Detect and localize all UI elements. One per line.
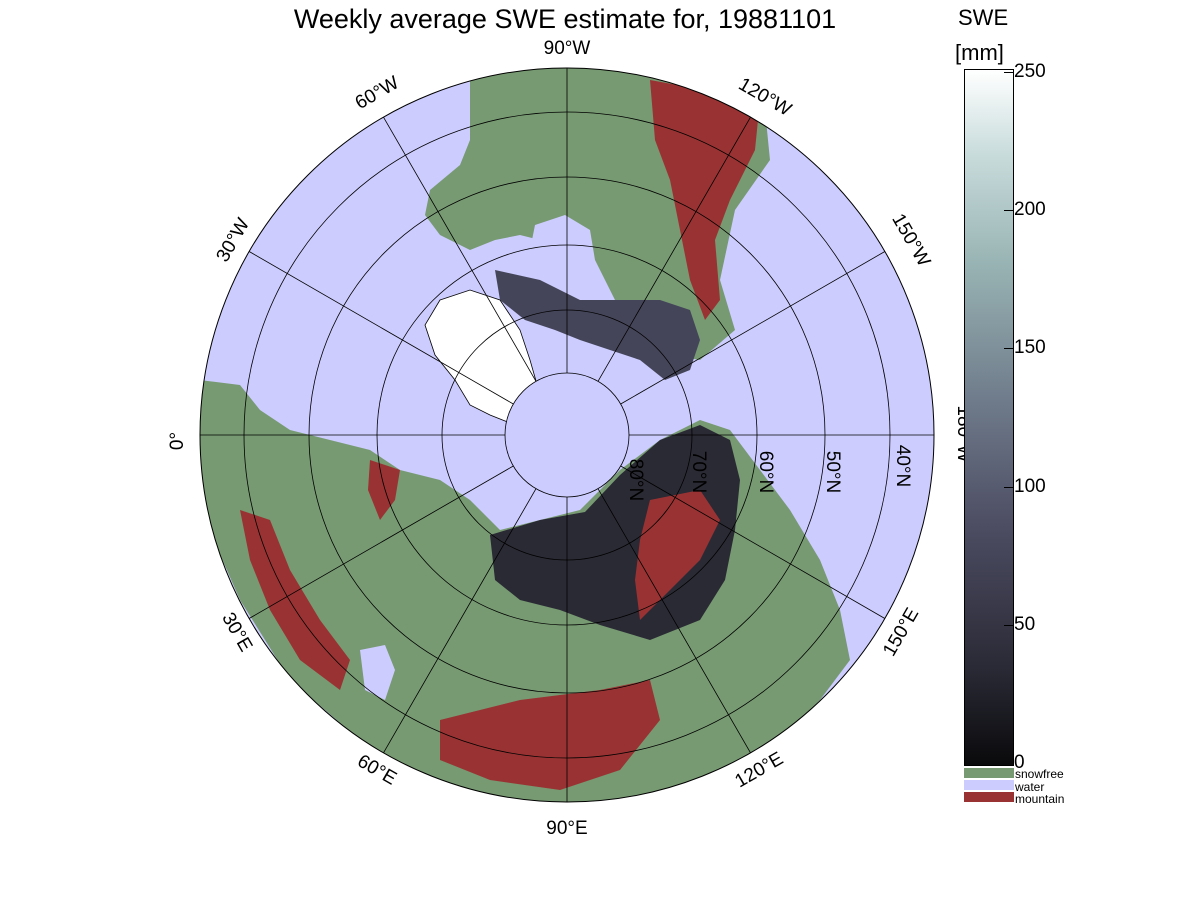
colorbar: [964, 69, 1014, 766]
longitude-line: [597, 116, 751, 382]
central-asia-mountains: [440, 680, 660, 790]
lon-label-150w: 150°W: [887, 210, 934, 270]
lat-label-40n: 40°N: [892, 445, 913, 487]
longitude-line: [620, 465, 886, 619]
snowfree-label: snowfree: [1015, 767, 1064, 781]
map-boundary: [199, 67, 935, 803]
arctic-ocean: [505, 373, 629, 497]
lat-label-80n: 80°N: [625, 459, 646, 501]
snowfree-swatch: [964, 768, 1014, 778]
longitude-line: [597, 488, 751, 754]
lat-label-60n: 60°N: [755, 451, 776, 493]
lon-label-90e: 90°E: [546, 818, 587, 839]
longitude-line: [248, 465, 514, 619]
rocky-mountains: [650, 80, 760, 320]
lat-label-50n: 50°N: [822, 451, 843, 493]
map-title: Weekly average SWE estimate for, 1988110…: [293, 4, 837, 34]
lat-label-70n: 70°N: [688, 451, 709, 493]
colorbar-title: SWE: [958, 5, 1009, 30]
longitude-line: [248, 251, 514, 405]
graticule: [200, 68, 934, 802]
caspian-area-water: [360, 645, 395, 700]
longitude-line: [620, 251, 886, 405]
siberia-snow: [490, 425, 740, 640]
longitude-line: [383, 116, 537, 382]
water-swatch: [964, 780, 1014, 790]
mountain-swatch: [964, 792, 1014, 802]
lon-label-90w: 90°W: [544, 38, 591, 59]
lon-label-60w: 60°W: [352, 72, 403, 114]
longitude-line: [383, 488, 537, 754]
colorbar-units: [mm]: [955, 40, 1004, 65]
water-label: water: [1015, 780, 1045, 794]
canadian-arctic-snow: [495, 270, 700, 380]
scandinavia-mountains: [368, 460, 400, 520]
lon-label-0: 0°: [167, 432, 188, 450]
mountain-label: mountain: [1015, 792, 1065, 806]
